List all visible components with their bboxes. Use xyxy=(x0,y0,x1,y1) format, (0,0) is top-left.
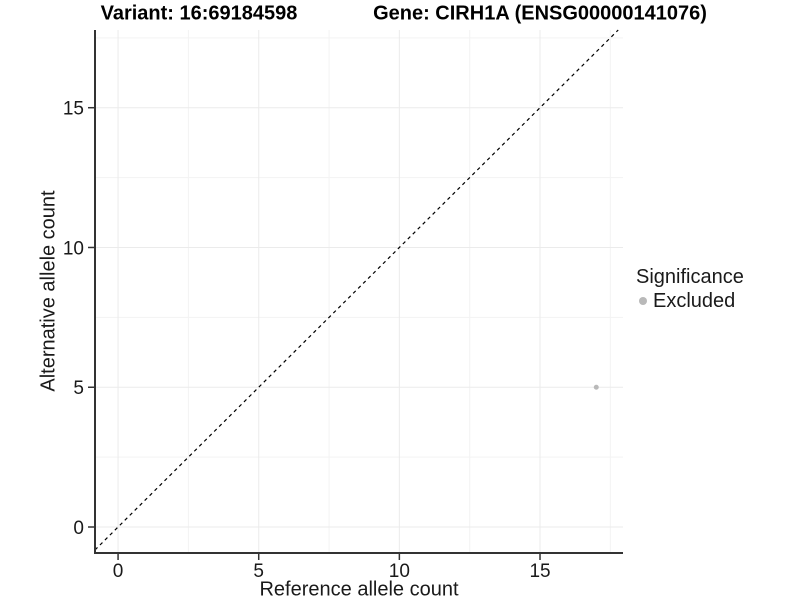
legend-item-excluded: Excluded xyxy=(636,290,744,312)
y-tick-label: 0 xyxy=(73,518,84,539)
legend-item-label: Excluded xyxy=(653,290,736,312)
x-tick-label: 0 xyxy=(113,561,124,582)
variant-title: Variant: 16:69184598 xyxy=(100,2,298,25)
x-tick-label: 10 xyxy=(389,561,410,582)
x-axis-title: Reference allele count xyxy=(259,578,459,600)
data-point xyxy=(593,384,599,390)
y-axis-title: Alternative allele count xyxy=(37,190,60,392)
y-tick-label: 15 xyxy=(63,99,84,120)
legend: Significance Excluded xyxy=(636,266,744,312)
y-tick-label: 10 xyxy=(63,238,84,259)
excluded-point-marker-icon xyxy=(639,297,647,305)
x-tick-label: 5 xyxy=(253,561,264,582)
legend-title: Significance xyxy=(636,266,744,288)
x-tick-label: 15 xyxy=(529,561,550,582)
gene-title: Gene: CIRH1A (ENSG00000141076) xyxy=(373,2,707,25)
y-tick-label: 5 xyxy=(73,378,84,399)
